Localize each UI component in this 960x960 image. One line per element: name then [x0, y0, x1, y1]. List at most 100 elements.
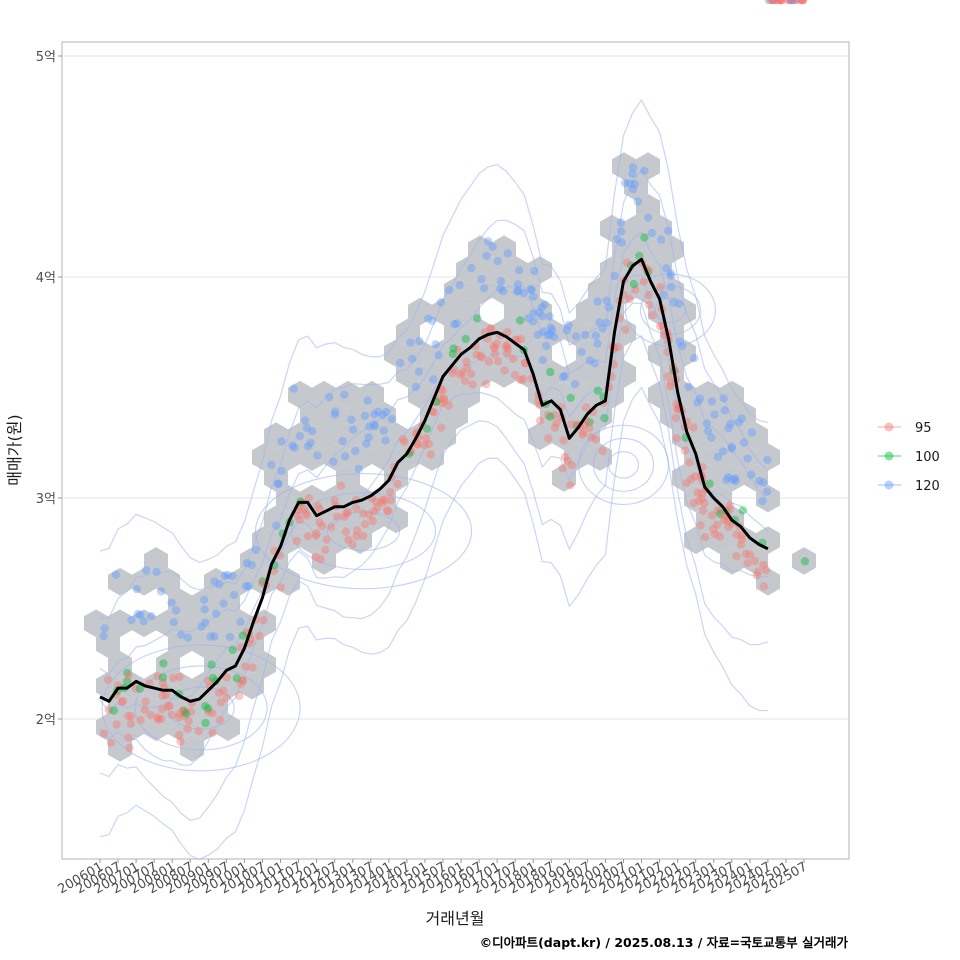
hex-bin: [540, 360, 564, 388]
moving-average-line: [99, 257, 769, 703]
scatter-point: [179, 706, 189, 716]
scatter-point: [183, 633, 193, 642]
hex-bin: [720, 422, 744, 451]
hex-bin: [456, 297, 480, 326]
scatter-point: [797, 0, 806, 5]
scatter-point: [167, 710, 177, 720]
hex-bin: [504, 339, 528, 367]
scatter-point: [511, 370, 520, 380]
scatter-point: [693, 398, 702, 407]
scatter-point: [204, 676, 213, 686]
scatter-point: [230, 590, 239, 600]
scatter-point: [490, 344, 499, 353]
scatter-point: [348, 540, 357, 549]
scatter-point: [398, 434, 407, 444]
scatter-point: [560, 371, 569, 381]
scatter-point: [667, 282, 676, 292]
scatter-point: [493, 357, 503, 366]
scatter-point: [248, 663, 257, 672]
scatter-point: [477, 275, 486, 284]
density-contour: [254, 473, 473, 590]
density-contour: [592, 437, 655, 492]
scatter-point: [197, 622, 206, 631]
scatter-point: [766, 0, 775, 5]
scatter-point: [753, 567, 763, 576]
hex-bin: [732, 526, 756, 554]
scatter-point: [743, 454, 752, 463]
scatter-point: [542, 341, 551, 351]
scatter-point: [616, 218, 626, 227]
scatter-point: [428, 316, 437, 325]
scatter-point: [165, 701, 174, 711]
scatter-point: [502, 349, 512, 358]
scatter-point: [455, 280, 464, 290]
scatter-point: [538, 312, 547, 321]
hex-bin: [444, 401, 468, 430]
scatter-point: [210, 632, 219, 641]
scatter-point: [135, 684, 144, 693]
scatter-point: [560, 452, 570, 462]
scatter-point: [545, 312, 554, 321]
scatter-point: [369, 420, 379, 429]
scatter-point: [406, 338, 415, 347]
scatter-point: [303, 532, 313, 541]
density-contour: [99, 168, 769, 619]
scatter-point: [731, 476, 740, 486]
hex-bin: [384, 464, 408, 492]
scatter-point: [763, 455, 772, 464]
density-contour: [639, 285, 701, 335]
scatter-point: [595, 318, 604, 327]
scatter-point: [378, 410, 387, 420]
scatter-point: [738, 506, 747, 515]
scatter-point: [799, 0, 808, 5]
scatter-point: [788, 0, 798, 5]
scatter-point: [123, 668, 132, 678]
scatter-point: [526, 284, 535, 294]
scatter-point: [774, 0, 784, 5]
hex-bin: [84, 609, 108, 638]
scatter-point: [476, 351, 485, 360]
scatter-point: [426, 450, 435, 459]
scatter-point: [791, 0, 800, 5]
scatter-point: [550, 423, 560, 432]
scatter-point: [327, 523, 336, 532]
scatter-point: [559, 436, 568, 445]
scatter-point: [737, 531, 747, 540]
scatter-point: [546, 367, 555, 377]
scatter-point: [365, 510, 374, 519]
scatter-point: [591, 435, 600, 444]
scatter-point: [598, 446, 607, 456]
scatter-point: [184, 716, 194, 726]
scatter-point: [352, 504, 361, 513]
scatter-point: [771, 0, 780, 5]
scatter-point: [302, 424, 312, 433]
scatter-point: [277, 466, 286, 476]
scatter-point: [489, 341, 498, 351]
scatter-point: [640, 233, 649, 242]
scatter-point: [290, 443, 299, 452]
scatter-point: [251, 545, 261, 555]
scatter-point: [732, 530, 741, 539]
scatter-point: [512, 287, 522, 296]
density-contour: [607, 451, 640, 479]
hex-bin: [180, 734, 204, 762]
scatter-point: [436, 394, 445, 403]
scatter-point: [712, 520, 722, 529]
hex-bin: [168, 630, 192, 658]
hex-bin: [336, 422, 360, 451]
scatter-point: [562, 326, 571, 335]
scatter-point: [341, 452, 350, 461]
density-contours: [99, 99, 769, 861]
scatter-point: [322, 535, 331, 544]
scatter-point: [293, 511, 303, 520]
scatter-point: [132, 585, 142, 594]
hex-bin: [348, 443, 372, 471]
scatter-point: [444, 285, 454, 295]
scatter-point: [331, 407, 340, 416]
scatter-point: [788, 0, 797, 5]
scatter-point: [737, 535, 747, 544]
scatter-point: [424, 314, 433, 323]
scatter-point: [540, 300, 549, 309]
hex-bin: [480, 256, 504, 284]
